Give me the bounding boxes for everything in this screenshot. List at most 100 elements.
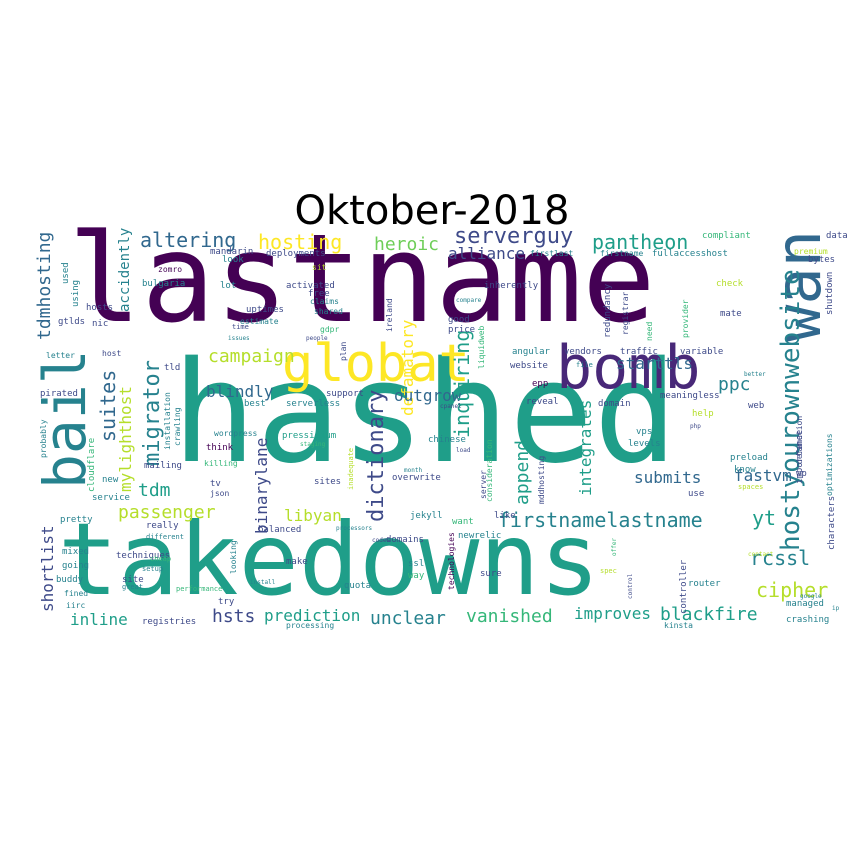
word-shutdown: shutdown (825, 271, 835, 315)
word-contact: contact (748, 551, 774, 558)
word-support: support (326, 389, 364, 399)
word-processing: processing (286, 621, 335, 630)
word-letter: letter (46, 351, 75, 360)
word-better: better (744, 371, 766, 378)
word-vanished: vanished (466, 606, 553, 627)
word-pirated: pirated (40, 389, 78, 399)
word-liquidweb: liquidweb (477, 325, 486, 369)
word-prediction: prediction (264, 606, 361, 625)
word-activated: activated (286, 281, 335, 291)
word-binarylane: binarylane (252, 437, 271, 534)
word-php: php (690, 423, 701, 430)
word-spaces: spaces (738, 483, 764, 491)
word-buddy: buddy (56, 575, 84, 585)
word-load: load (456, 447, 471, 454)
word-performance: performance (176, 585, 223, 593)
word-make: make (286, 557, 308, 567)
word-service: service (92, 493, 130, 503)
word-server: server (479, 470, 488, 499)
word-good: good (448, 315, 470, 325)
word-vendors: vendors (564, 347, 602, 357)
word-preload: preload (730, 453, 768, 463)
word-techniques: techniques (116, 551, 171, 561)
word-angular: angular (512, 347, 550, 357)
word-integrates: integrates (576, 399, 595, 496)
word-serverguy: serverguy (454, 224, 574, 249)
word-technologies: technologies (447, 532, 456, 590)
word-tdm: tdm (138, 480, 171, 501)
word-cpanel: cpanel (440, 403, 462, 410)
word-append: append (512, 439, 533, 505)
word-install: install (250, 579, 276, 586)
word-rcssl: rcssl (750, 546, 811, 570)
word-optimizations: optimizations (825, 433, 834, 496)
word-mylighthost: mylighthost (116, 386, 135, 492)
word-sit: sit (312, 263, 327, 272)
word-submits: submits (634, 468, 702, 487)
word-claims: claims (310, 297, 339, 306)
word-lot: lot (220, 281, 237, 291)
word-compare: compare (456, 297, 482, 304)
word-processors: processors (336, 525, 373, 532)
word-try: try (218, 597, 235, 607)
word-json: json (210, 489, 230, 498)
word-pressidium: pressidium (282, 431, 337, 441)
word-inadequate: inadequate (347, 447, 355, 490)
word-wp: wp (796, 469, 807, 479)
word-dictionary: dictionary (364, 389, 389, 522)
word-reveal: reveal (526, 397, 559, 407)
word-estimate: estimate (240, 317, 279, 326)
word-uptimes: uptimes (246, 305, 284, 315)
word-pantheon: pantheon (592, 230, 689, 254)
word-variable: variable (680, 347, 724, 357)
word-gdpr: gdpr (320, 325, 340, 334)
word-crawling: crawling (173, 407, 182, 446)
word-ppc: ppc (718, 374, 751, 395)
word-chinese: chinese (428, 435, 466, 445)
word-like: like (494, 511, 516, 521)
word-hosts: hosts (86, 303, 114, 313)
word-mailing: mailing (144, 461, 182, 471)
word-quota: quota (344, 581, 372, 591)
word-offer: offer (611, 537, 618, 556)
word-tdmhosting: tdmhosting (34, 231, 55, 340)
word-alliance: alliance (448, 244, 526, 263)
word-sites: sites (314, 477, 342, 487)
word-web: web (748, 401, 765, 411)
word-defamation: defamation (795, 415, 804, 464)
word-shared: shared (314, 307, 343, 316)
word-jekyll: jekyll (410, 511, 443, 521)
word-different: different (146, 533, 184, 541)
word-inherently: inherently (484, 281, 539, 291)
word-people: people (306, 335, 328, 342)
word-way: way (408, 571, 425, 581)
word-inquiring: inquiring (450, 329, 474, 438)
word-passenger: passenger (118, 502, 216, 523)
word-use: use (688, 489, 705, 499)
word-website: website (510, 361, 548, 371)
word-altering: altering (140, 228, 237, 252)
word-cipher: cipher (756, 578, 829, 602)
word-blindly: blindly (206, 382, 274, 401)
word-sure: sure (480, 569, 502, 579)
word-epp: epp (532, 379, 549, 389)
word-newrelic: newrelic (458, 531, 502, 541)
word-looking: looking (229, 540, 238, 574)
word-used: used (61, 262, 71, 284)
word-fullaccesshost: fullaccesshost (652, 249, 728, 259)
word-bulgaria: bulgaria (142, 279, 186, 289)
word-provider: provider (681, 299, 690, 338)
word-know: know (734, 465, 756, 475)
word-blackfire: blackfire (660, 604, 758, 625)
word-file: file (576, 361, 593, 369)
word-time: time (232, 323, 249, 331)
word-new: new (102, 475, 119, 485)
word-cloudflare: cloudflare (87, 437, 97, 492)
word-best: best (244, 399, 266, 409)
word-characters: characters (827, 495, 837, 550)
word-registries: registries (142, 617, 197, 627)
word-mddhosting: mddhosting (537, 455, 546, 504)
word-going: going (62, 561, 90, 571)
word-control: control (627, 573, 634, 599)
